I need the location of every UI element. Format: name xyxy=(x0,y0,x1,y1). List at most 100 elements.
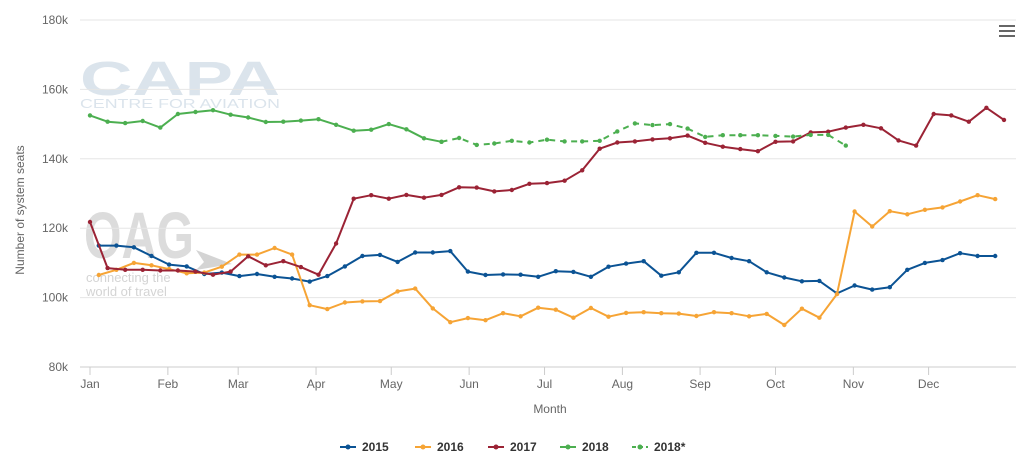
data-point[interactable] xyxy=(237,252,242,257)
data-point[interactable] xyxy=(711,250,717,255)
data-point[interactable] xyxy=(562,178,567,183)
data-point[interactable] xyxy=(913,143,919,148)
data-point[interactable] xyxy=(922,207,928,212)
data-point[interactable] xyxy=(799,306,805,311)
data-point[interactable] xyxy=(377,252,383,258)
data-point[interactable] xyxy=(773,139,778,144)
chart-menu-button[interactable] xyxy=(996,22,1018,40)
data-point[interactable] xyxy=(659,311,664,316)
data-point[interactable] xyxy=(738,146,743,152)
data-point[interactable] xyxy=(351,128,356,133)
data-point[interactable] xyxy=(307,303,312,308)
data-point[interactable] xyxy=(1001,117,1007,123)
data-point[interactable] xyxy=(896,138,901,143)
data-point[interactable] xyxy=(289,252,295,257)
data-point[interactable] xyxy=(193,269,198,274)
data-point[interactable] xyxy=(316,272,321,277)
data-point[interactable] xyxy=(966,119,971,124)
data-point[interactable] xyxy=(615,140,620,145)
data-point[interactable] xyxy=(597,146,602,151)
data-point[interactable] xyxy=(843,143,848,148)
data-point[interactable] xyxy=(175,268,181,273)
data-point[interactable] xyxy=(861,122,866,128)
data-point[interactable] xyxy=(852,209,857,214)
data-point[interactable] xyxy=(834,291,840,297)
data-point[interactable] xyxy=(606,314,611,319)
data-point[interactable] xyxy=(623,261,629,266)
data-point[interactable] xyxy=(632,139,638,144)
data-point[interactable] xyxy=(483,318,488,323)
data-point[interactable] xyxy=(808,132,813,138)
data-point[interactable] xyxy=(685,126,690,131)
data-point[interactable] xyxy=(790,134,796,139)
data-point[interactable] xyxy=(342,300,348,305)
data-point[interactable] xyxy=(843,125,848,130)
data-point[interactable] xyxy=(940,257,945,263)
data-point[interactable] xyxy=(509,187,514,193)
data-point[interactable] xyxy=(246,115,251,120)
data-point[interactable] xyxy=(588,305,594,311)
data-point[interactable] xyxy=(562,139,567,144)
data-point[interactable] xyxy=(536,274,541,279)
data-point[interactable] xyxy=(404,127,409,132)
data-point[interactable] xyxy=(395,259,400,265)
data-point[interactable] xyxy=(210,272,216,277)
data-point[interactable] xyxy=(887,285,892,290)
data-point[interactable] xyxy=(984,105,989,111)
data-point[interactable] xyxy=(272,274,277,279)
data-point[interactable] xyxy=(993,253,998,259)
data-point[interactable] xyxy=(298,264,304,270)
data-point[interactable] xyxy=(667,121,673,127)
data-point[interactable] xyxy=(246,254,251,259)
data-point[interactable] xyxy=(676,311,681,316)
data-point[interactable] xyxy=(729,255,734,261)
data-point[interactable] xyxy=(377,298,383,304)
data-point[interactable] xyxy=(351,196,356,201)
data-point[interactable] xyxy=(597,138,602,143)
data-point[interactable] xyxy=(641,259,646,264)
data-point[interactable] xyxy=(518,314,523,319)
data-point[interactable] xyxy=(641,310,646,315)
data-point[interactable] xyxy=(413,250,418,255)
data-point[interactable] xyxy=(210,108,216,113)
data-point[interactable] xyxy=(448,248,453,254)
data-point[interactable] xyxy=(703,134,708,140)
data-point[interactable] xyxy=(571,269,576,275)
data-point[interactable] xyxy=(957,251,963,256)
data-point[interactable] xyxy=(553,269,558,274)
data-point[interactable] xyxy=(949,113,954,118)
data-point[interactable] xyxy=(439,139,444,144)
data-point[interactable] xyxy=(720,133,725,138)
data-point[interactable] xyxy=(342,264,348,269)
data-point[interactable] xyxy=(281,119,286,124)
data-point[interactable] xyxy=(650,137,655,142)
data-point[interactable] xyxy=(184,271,189,276)
data-point[interactable] xyxy=(667,136,673,141)
data-point[interactable] xyxy=(588,274,594,279)
data-point[interactable] xyxy=(325,273,330,279)
data-point[interactable] xyxy=(421,195,427,200)
data-point[interactable] xyxy=(404,192,409,198)
data-point[interactable] xyxy=(870,287,875,292)
data-point[interactable] xyxy=(931,111,936,117)
data-point[interactable] xyxy=(465,269,471,274)
data-point[interactable] xyxy=(333,241,339,246)
data-point[interactable] xyxy=(773,133,778,139)
data-point[interactable] xyxy=(887,209,892,214)
data-point[interactable] xyxy=(957,199,963,204)
data-point[interactable] xyxy=(870,224,875,229)
data-point[interactable] xyxy=(289,276,295,281)
data-point[interactable] xyxy=(474,142,479,148)
data-point[interactable] xyxy=(527,140,532,145)
data-point[interactable] xyxy=(817,278,822,284)
data-point[interactable] xyxy=(993,196,998,202)
data-point[interactable] xyxy=(632,121,638,126)
data-point[interactable] xyxy=(395,289,400,294)
data-point[interactable] xyxy=(544,137,550,142)
data-point[interactable] xyxy=(123,267,128,272)
data-point[interactable] xyxy=(659,273,664,278)
data-point[interactable] xyxy=(430,306,435,311)
data-point[interactable] xyxy=(448,320,453,325)
data-point[interactable] xyxy=(96,272,102,278)
data-point[interactable] xyxy=(140,267,145,272)
